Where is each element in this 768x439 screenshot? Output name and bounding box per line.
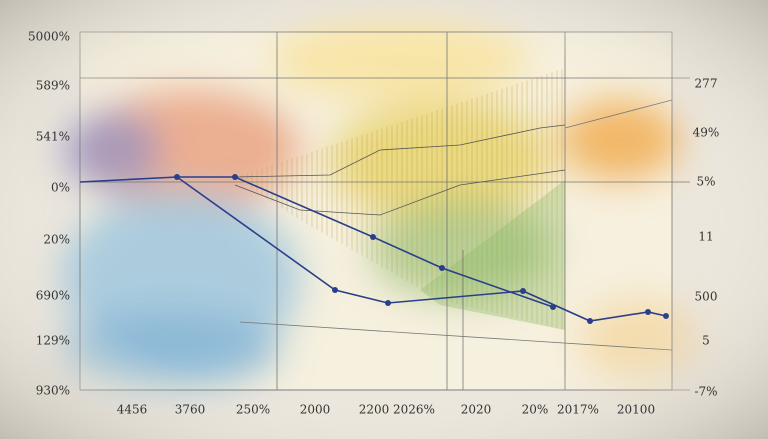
right-label: 500 xyxy=(695,290,718,304)
left-label: 541% xyxy=(36,130,70,144)
right-label: 49% xyxy=(693,126,720,140)
bottom-label: 2026% xyxy=(393,403,435,417)
right-label: 277 xyxy=(695,77,718,91)
bottom-label: 3760 xyxy=(175,403,206,417)
bottom-label: 2017% xyxy=(557,403,599,417)
bottom-label: 2000 xyxy=(300,403,331,417)
bottom-label: 20100 xyxy=(617,403,655,417)
left-label: 129% xyxy=(36,334,70,348)
bottom-label: 20% xyxy=(522,403,549,417)
left-label: 690% xyxy=(36,289,70,303)
right-label: 11 xyxy=(698,230,713,244)
left-label: 930% xyxy=(36,384,70,398)
right-label: 5% xyxy=(696,175,715,189)
left-label: 20% xyxy=(43,233,70,247)
right-label: -7% xyxy=(694,385,717,399)
bottom-label: 2200 xyxy=(359,403,390,417)
right-label: 5 xyxy=(702,334,710,348)
bottom-label: 250% xyxy=(236,403,270,417)
left-label: 589% xyxy=(36,79,70,93)
bottom-label: 4456 xyxy=(117,403,148,417)
bottom-label: 2020 xyxy=(461,403,492,417)
left-label: 5000% xyxy=(28,30,70,44)
labels: 5000% 589% 541% 0% 20% 690% 129% 930% 277 49% 5% 11… xyxy=(28,30,719,417)
left-label: 0% xyxy=(51,181,70,195)
